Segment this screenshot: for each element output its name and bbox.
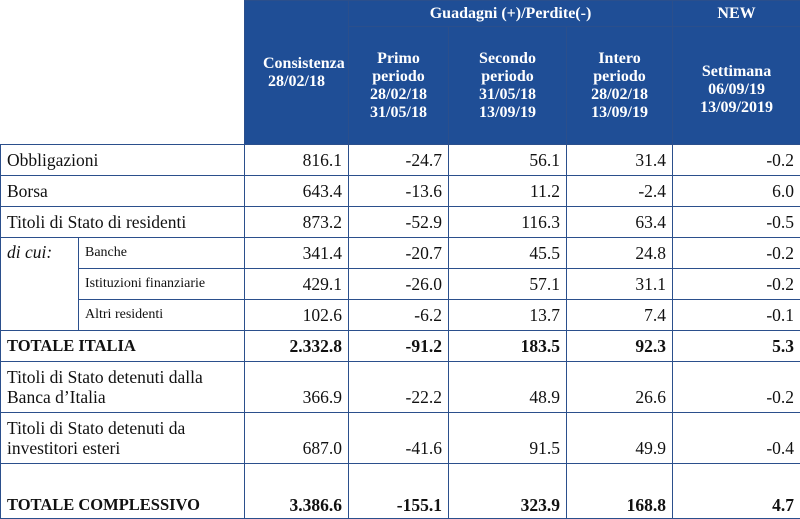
header-primo-periodo: Primo periodo 28/02/18 31/05/18: [349, 27, 449, 145]
cell-value: -0.2: [673, 238, 800, 269]
cell-value: 6.0: [673, 176, 800, 207]
cell-value: 102.6: [245, 300, 349, 331]
cell-value: -0.4: [673, 413, 800, 464]
cell-value: -41.6: [349, 413, 449, 464]
cell-value: 116.3: [449, 207, 567, 238]
header-secondo-periodo: Secondo periodo 31/05/18 13/09/19: [449, 27, 567, 145]
table-row: Titoli di Stato detenuti dalla Banca d’I…: [1, 362, 800, 413]
cell-value: 92.3: [567, 331, 673, 362]
row-label: Banche: [79, 238, 245, 269]
cell-value: 24.8: [567, 238, 673, 269]
table-row-total-italia: TOTALE ITALIA 2.332.8 -91.2 183.5 92.3 5…: [1, 331, 800, 362]
cell-value: 643.4: [245, 176, 349, 207]
cell-value: -91.2: [349, 331, 449, 362]
header-settimana: Settimana 06/09/19 13/09/2019: [673, 27, 800, 145]
cell-value: 13.7: [449, 300, 567, 331]
table-row: Altri residenti 102.6 -6.2 13.7 7.4 -0.1: [1, 300, 800, 331]
header-new: NEW: [673, 1, 800, 27]
cell-value: -0.2: [673, 269, 800, 300]
row-label: Borsa: [1, 176, 245, 207]
cell-value: 26.6: [567, 362, 673, 413]
table-row: Borsa 643.4 -13.6 11.2 -2.4 6.0: [1, 176, 800, 207]
cell-value: 429.1: [245, 269, 349, 300]
cell-value: 366.9: [245, 362, 349, 413]
row-label: Obbligazioni: [1, 145, 245, 176]
cell-value: -0.2: [673, 145, 800, 176]
cell-value: 57.1: [449, 269, 567, 300]
table-row: Istituzioni finanziarie 429.1 -26.0 57.1…: [1, 269, 800, 300]
cell-value: -22.2: [349, 362, 449, 413]
cell-value: 323.9: [449, 464, 567, 519]
cell-value: -0.2: [673, 362, 800, 413]
table-row: di cui: Banche 341.4 -20.7 45.5 24.8 -0.…: [1, 238, 800, 269]
cell-value: -6.2: [349, 300, 449, 331]
table-row-totale-complessivo: TOTALE COMPLESSIVO 3.386.6 -155.1 323.9 …: [1, 464, 800, 519]
cell-value: 63.4: [567, 207, 673, 238]
cell-value: 341.4: [245, 238, 349, 269]
cell-value: -52.9: [349, 207, 449, 238]
cell-value: -155.1: [349, 464, 449, 519]
cell-value: 2.332.8: [245, 331, 349, 362]
cell-value: 7.4: [567, 300, 673, 331]
sub-prefix: di cui:: [1, 238, 79, 331]
cell-value: 31.1: [567, 269, 673, 300]
row-label: Titoli di Stato di residenti: [1, 207, 245, 238]
cell-value: 3.386.6: [245, 464, 349, 519]
cell-value: 56.1: [449, 145, 567, 176]
cell-value: 183.5: [449, 331, 567, 362]
cell-value: 45.5: [449, 238, 567, 269]
table-row: Titoli di Stato di residenti 873.2 -52.9…: [1, 207, 800, 238]
cell-value: 11.2: [449, 176, 567, 207]
header-intero-periodo: Intero periodo 28/02/18 13/09/19: [567, 27, 673, 145]
header-group-gains-losses: Guadagni (+)/Perdite(-): [349, 1, 673, 27]
header-corner: [1, 1, 245, 145]
cell-value: -20.7: [349, 238, 449, 269]
row-label: Istituzioni finanziarie: [79, 269, 245, 300]
cell-value: -0.5: [673, 207, 800, 238]
cell-value: 91.5: [449, 413, 567, 464]
cell-value: 168.8: [567, 464, 673, 519]
row-label: TOTALE ITALIA: [1, 331, 245, 362]
cell-value: 873.2: [245, 207, 349, 238]
cell-value: 4.7: [673, 464, 800, 519]
table-row: Titoli di Stato detenuti da investitori …: [1, 413, 800, 464]
cell-value: -0.1: [673, 300, 800, 331]
table-row: Obbligazioni 816.1 -24.7 56.1 31.4 -0.2: [1, 145, 800, 176]
cell-value: 5.3: [673, 331, 800, 362]
cell-value: 31.4: [567, 145, 673, 176]
cell-value: -24.7: [349, 145, 449, 176]
cell-value: 48.9: [449, 362, 567, 413]
cell-value: -2.4: [567, 176, 673, 207]
row-label: Titoli di Stato detenuti dalla Banca d’I…: [1, 362, 245, 413]
cell-value: -26.0: [349, 269, 449, 300]
row-label: Altri residenti: [79, 300, 245, 331]
cell-value: 687.0: [245, 413, 349, 464]
cell-value: -13.6: [349, 176, 449, 207]
header-consistenza: Consistenza 28/02/18: [245, 1, 349, 145]
cell-value: 49.9: [567, 413, 673, 464]
row-label: TOTALE COMPLESSIVO: [1, 464, 245, 519]
cell-value: 816.1: [245, 145, 349, 176]
row-label: Titoli di Stato detenuti da investitori …: [1, 413, 245, 464]
